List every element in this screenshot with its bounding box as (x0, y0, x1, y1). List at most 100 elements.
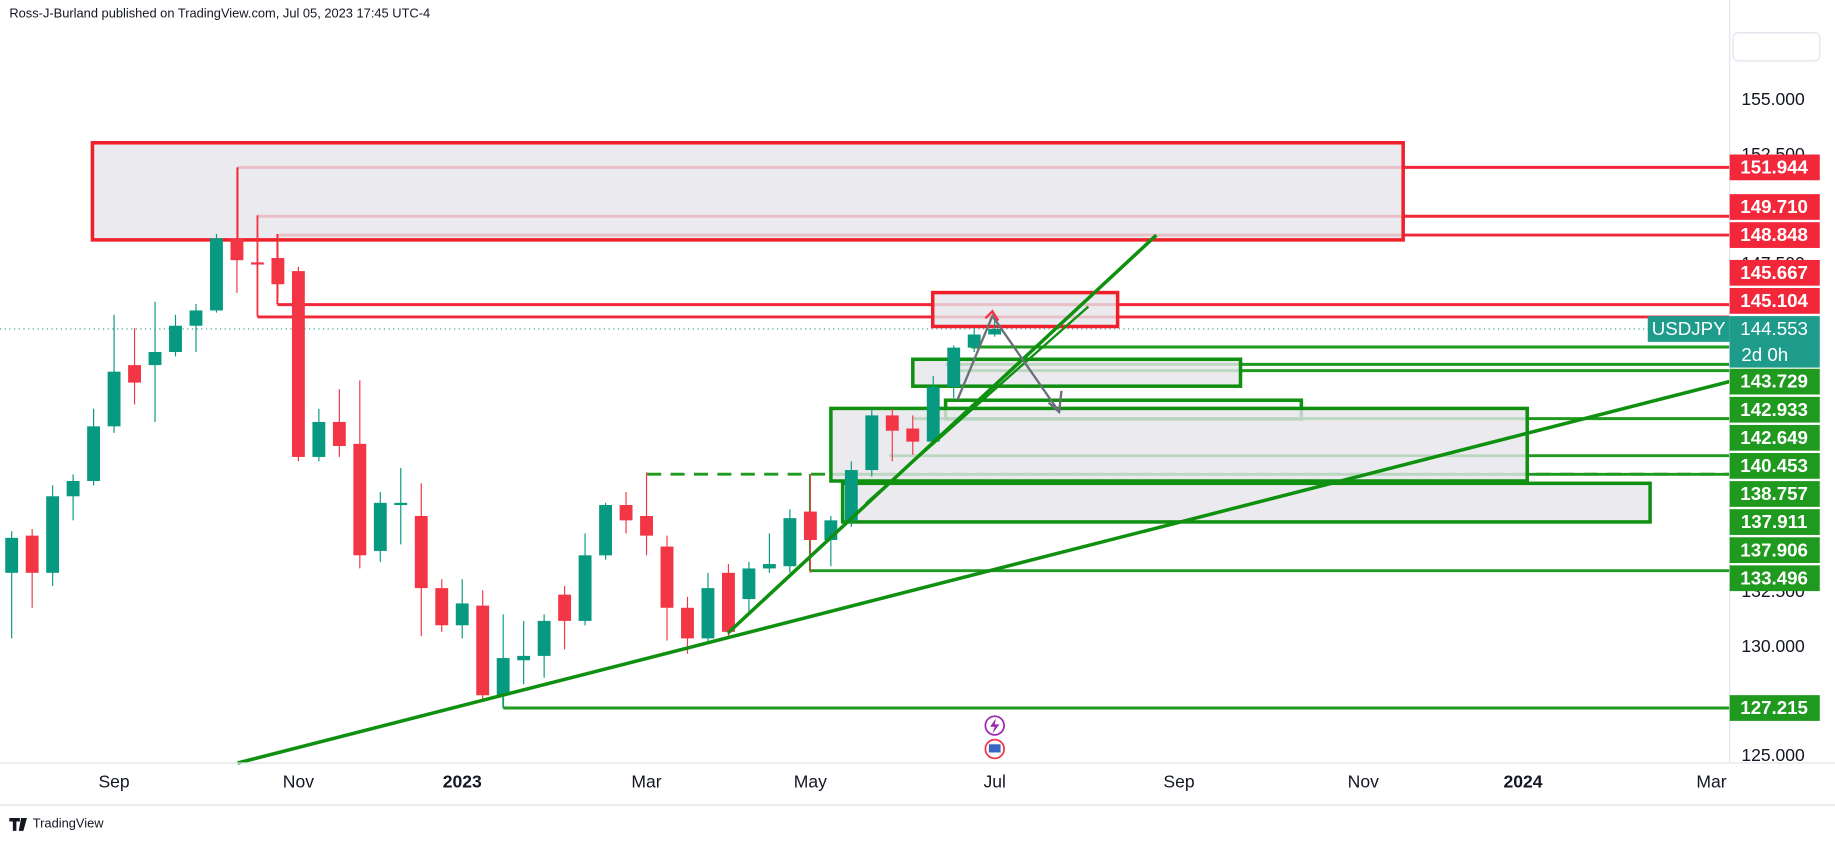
candle-body (46, 496, 60, 573)
candle-body (906, 428, 920, 442)
candle-body (947, 347, 961, 387)
x-tick-label: May (794, 772, 827, 792)
symbol-label: USDJPY (1652, 318, 1726, 339)
candle-body (189, 310, 203, 326)
header: Ross-J-Burland published on TradingView.… (9, 5, 430, 20)
toolbar-button[interactable] (1732, 32, 1821, 62)
last-price-bg (1729, 316, 1820, 368)
level-label: 142.933 (1740, 399, 1808, 420)
candle-body (373, 502, 387, 551)
candle-body (988, 328, 1002, 335)
level-label: 140.453 (1740, 455, 1808, 476)
x-tick-label: Nov (1348, 772, 1379, 792)
level-label-bg (1729, 194, 1820, 220)
level-label: 151.944 (1740, 156, 1808, 177)
candle-body (230, 238, 244, 261)
candle-body (496, 658, 510, 696)
zones (90, 141, 1652, 709)
footer: TradingView (33, 815, 104, 830)
candle-body (865, 415, 879, 471)
candle-body (332, 421, 346, 447)
x-tick-label: Sep (1163, 772, 1194, 792)
candle-body (762, 564, 776, 569)
arrow-head (984, 309, 1000, 322)
level-label-bg (1729, 368, 1820, 395)
price-labels: 151.944 149.710 148.848 145.667 145.104 143.7… (1647, 154, 1820, 721)
y-tick-label: 125.000 (1741, 745, 1805, 765)
candle-body (926, 386, 940, 442)
level-label-bg (1729, 695, 1820, 721)
last-price: 144.553 (1740, 318, 1808, 339)
candle-body (414, 515, 428, 589)
candle-body (660, 546, 674, 608)
candle-body (148, 351, 162, 366)
level-label-bg (1729, 453, 1820, 479)
demand-zone (911, 357, 1243, 388)
y-tick-label: 130.000 (1741, 636, 1805, 656)
candle-body (640, 515, 653, 536)
level-label-bg (1729, 565, 1820, 592)
candle-body (742, 568, 756, 600)
candle-body (885, 415, 899, 431)
footer-logo (9, 818, 27, 831)
candle-body (169, 325, 182, 352)
level-label: 143.729 (1740, 371, 1808, 392)
candle-body (844, 470, 858, 521)
level-label: 148.848 (1740, 224, 1808, 245)
level-label-bg (1729, 222, 1820, 248)
candle-body (25, 535, 39, 573)
candle-body (619, 505, 633, 521)
level-label: 145.104 (1740, 290, 1808, 311)
symbol-label-bg (1647, 316, 1730, 342)
candle-body (5, 537, 19, 573)
demand-zone (840, 481, 1652, 524)
candle-body (128, 365, 141, 383)
trendline (237, 379, 1731, 765)
candle-body (967, 334, 981, 348)
y-tick-label: 155.000 (1741, 89, 1805, 109)
arrow-head (1047, 390, 1063, 415)
level-label-bg (1729, 259, 1820, 286)
candle-body (783, 518, 797, 567)
candle-body (722, 572, 735, 632)
event-icon-glyph (988, 744, 1001, 753)
level-label: 137.906 (1740, 539, 1808, 560)
candle-body (107, 371, 121, 427)
drawings (237, 233, 1731, 765)
candle-body (558, 594, 572, 621)
candle-body (476, 605, 490, 696)
level-label-bg (1729, 288, 1820, 314)
supply-zone (90, 141, 1405, 242)
candle-body (312, 421, 326, 457)
candle-body (599, 505, 613, 556)
level-label-bg (1729, 154, 1820, 181)
countdown: 2d 0h (1741, 344, 1788, 365)
level-label: 142.649 (1740, 427, 1808, 448)
level-label: 138.757 (1740, 483, 1808, 504)
candle-body (537, 620, 551, 656)
candle-body (701, 588, 715, 639)
candle-body (455, 603, 469, 626)
level-label: 145.667 (1740, 262, 1808, 283)
x-tick-label: Jul (983, 772, 1005, 792)
x-tick-label: 2024 (1504, 772, 1543, 792)
level-label-bg (1729, 396, 1820, 423)
candle-body (681, 607, 694, 639)
x-tick-label: Mar (1696, 772, 1726, 792)
candle-body (250, 262, 264, 265)
x-tick-label: Nov (283, 772, 314, 792)
candle-body (803, 511, 817, 541)
level-label: 137.911 (1741, 511, 1808, 532)
trendline (865, 305, 1090, 505)
x-tick-label: Sep (98, 772, 129, 792)
demand-zone (829, 406, 1529, 483)
candle-body (66, 480, 80, 497)
x-tick-label: 2023 (443, 772, 482, 792)
level-label: 133.496 (1740, 567, 1808, 588)
level-label-bg (1729, 509, 1820, 535)
candle-body (291, 271, 305, 457)
projection-path (956, 313, 1061, 413)
level-label: 149.710 (1740, 196, 1808, 217)
